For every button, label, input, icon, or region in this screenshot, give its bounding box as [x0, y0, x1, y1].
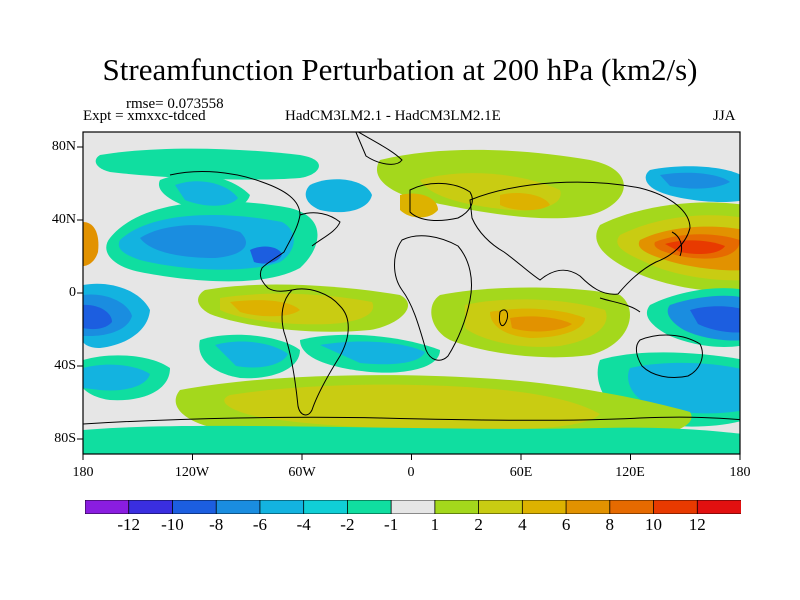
- negative-contour: [175, 181, 238, 206]
- latitude-label: 40N: [51, 212, 76, 227]
- colorbar: [85, 500, 741, 514]
- coastline-layer: [83, 132, 740, 425]
- colorbar-label: 1: [430, 515, 440, 534]
- model-difference-label: HadCM3LM2.1 - HadCM3LM2.1E: [285, 108, 501, 124]
- colorbar-label: -10: [161, 515, 184, 534]
- colorbar-label: -1: [384, 515, 399, 534]
- colorbar-label: 12: [688, 515, 706, 534]
- negative-contour: [83, 425, 740, 454]
- map-title: Streamfunction Perturbation at 200 hPa (…: [102, 52, 698, 87]
- north-america-coast: [169, 171, 301, 292]
- south-america-coast: [281, 288, 349, 416]
- colorbar-label: 2: [474, 515, 483, 534]
- longitude-label: 180: [729, 465, 751, 480]
- colorbar-swatch: [696, 500, 741, 514]
- north-america-east-coast: [299, 212, 341, 247]
- colorbar-label: 8: [605, 515, 615, 534]
- negative-contour: [215, 341, 288, 368]
- negative-contour: [320, 341, 425, 365]
- positive-contour: [665, 240, 725, 254]
- greenland-coast: [355, 132, 403, 165]
- negative-contour: [628, 362, 740, 414]
- contour-fill-layer: [83, 132, 740, 454]
- colorbar-label: -8: [209, 515, 224, 534]
- rmse-label: rmse= 0.073558: [126, 96, 224, 112]
- longitude-label: 180: [72, 465, 94, 480]
- latitude-label: 0: [69, 285, 76, 300]
- positive-contour: [510, 316, 572, 332]
- colorbar-swatch: [478, 500, 524, 514]
- colorbar-swatch: [85, 500, 130, 514]
- colorbar-label: -4: [296, 515, 311, 534]
- indonesia-coast: [599, 297, 641, 313]
- latitude-label: 80N: [51, 139, 76, 154]
- negative-contour: [690, 306, 740, 333]
- colorbar-swatch: [172, 500, 218, 514]
- negative-contour: [305, 179, 372, 213]
- positive-contour: [83, 222, 99, 266]
- longitude-label: 120W: [174, 465, 210, 480]
- colorbar-swatch: [128, 500, 174, 514]
- colorbar-swatch: [215, 500, 261, 514]
- longitude-label: 0: [407, 465, 415, 480]
- japan-coast: [671, 231, 683, 257]
- colorbar-swatch: [565, 500, 611, 514]
- colorbar-swatch: [434, 500, 480, 514]
- colorbar-swatch: [609, 500, 655, 514]
- latitude-label: 40S: [54, 358, 76, 373]
- negative-contour: [83, 364, 150, 391]
- colorbar-label: -6: [252, 515, 268, 534]
- colorbar-label: 6: [561, 515, 571, 534]
- negative-contour: [95, 148, 319, 180]
- colorbar-label: -12: [117, 515, 141, 534]
- africa-coast: [394, 235, 472, 361]
- australia-coast: [635, 334, 703, 379]
- longitude-label: 120E: [615, 465, 645, 480]
- colorbar-swatch: [346, 500, 393, 514]
- experiment-label: Expt = xmxxc-tdced: [83, 108, 206, 124]
- asia-coast: [469, 181, 691, 295]
- negative-contour: [140, 225, 246, 258]
- latitude-label: 80S: [54, 431, 76, 446]
- positive-contour: [500, 193, 550, 211]
- colorbar-label: 10: [645, 515, 663, 534]
- colorbar-swatch: [390, 500, 436, 514]
- colorbar-swatch: [653, 500, 699, 514]
- longitude-label: 60W: [288, 465, 316, 480]
- madagascar-coast: [499, 309, 509, 327]
- antarctica-coast: [83, 416, 740, 425]
- longitude-label: 60E: [509, 465, 533, 480]
- colorbar-label: -2: [340, 515, 355, 534]
- negative-contour: [660, 172, 730, 189]
- colorbar-swatch: [521, 500, 567, 514]
- colorbar-label: 4: [518, 515, 527, 534]
- axis-ticks: [77, 146, 741, 460]
- season-label: JJA: [713, 108, 736, 124]
- negative-contour: [83, 304, 112, 330]
- colorbar-swatch: [259, 500, 305, 514]
- colorbar-swatch: [303, 500, 349, 514]
